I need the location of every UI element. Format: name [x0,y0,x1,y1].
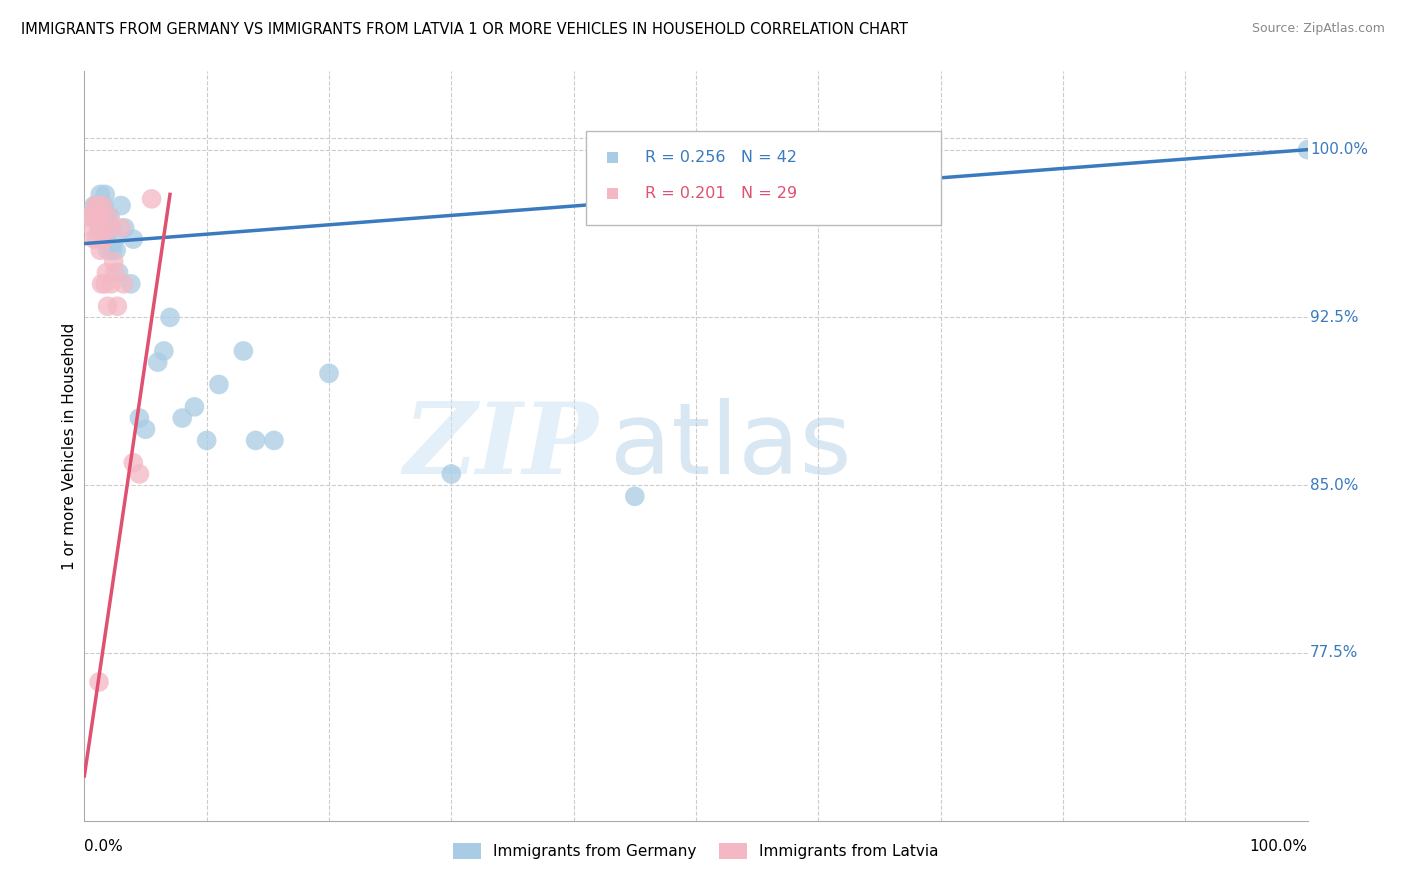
Point [96,232,118,246]
Point [122,456,145,470]
Text: 85.0%: 85.0% [1310,477,1358,492]
Point [91,221,114,235]
Point [86,210,108,224]
Point [172,411,194,425]
Point [86,232,108,246]
Point [82,221,104,235]
Point [94,187,117,202]
Point [110,198,132,212]
Point [83,232,105,246]
FancyBboxPatch shape [586,131,941,225]
Point [83,198,105,212]
Text: 77.5%: 77.5% [1310,646,1358,660]
Point [141,192,163,206]
Point [101,244,124,258]
Point [77,210,100,224]
Point [97,299,120,313]
Y-axis label: 1 or more Vehicles in Household: 1 or more Vehicles in Household [62,322,77,570]
Point [263,434,285,448]
Point [96,210,118,224]
Point [97,210,120,224]
Point [94,277,117,291]
Text: ZIP: ZIP [404,398,598,494]
Point [122,232,145,246]
Point [105,299,128,313]
Point [159,310,181,325]
Point [97,244,120,258]
Text: 0.0%: 0.0% [84,838,124,854]
Point [91,198,114,212]
Point [87,198,110,212]
Point [93,232,115,246]
Text: R = 0.201   N = 29: R = 0.201 N = 29 [644,186,797,201]
Point [87,221,110,235]
Point [91,210,114,224]
Point [128,411,150,425]
Point [318,367,340,381]
Point [624,489,647,503]
Point [107,266,129,280]
Text: atlas: atlas [610,398,852,494]
Point [208,377,231,392]
Point [602,507,624,521]
Point [1296,143,1319,157]
Point [87,221,110,235]
Legend: Immigrants from Germany, Immigrants from Latvia: Immigrants from Germany, Immigrants from… [447,838,945,865]
Point [100,277,122,291]
Point [105,244,128,258]
Point [103,254,125,268]
Point [104,232,127,246]
Text: Source: ZipAtlas.com: Source: ZipAtlas.com [1251,22,1385,36]
Point [89,210,111,224]
Point [79,210,101,224]
Point [91,232,114,246]
Point [84,198,107,212]
Point [114,221,136,235]
Point [89,244,111,258]
Point [602,400,624,414]
Text: 100.0%: 100.0% [1250,838,1308,854]
Point [100,221,122,235]
Text: R = 0.256   N = 42: R = 0.256 N = 42 [644,150,797,165]
Text: 92.5%: 92.5% [1310,310,1358,325]
Point [232,343,254,358]
Point [97,221,120,235]
Point [120,277,142,291]
Point [79,210,101,224]
Point [98,210,121,224]
Text: IMMIGRANTS FROM GERMANY VS IMMIGRANTS FROM LATVIA 1 OR MORE VEHICLES IN HOUSEHOL: IMMIGRANTS FROM GERMANY VS IMMIGRANTS FR… [21,22,908,37]
Point [93,221,115,235]
Point [135,422,157,436]
Point [440,467,463,481]
Point [87,675,110,690]
Point [98,221,121,235]
Point [93,198,115,212]
Point [183,400,205,414]
Point [104,266,127,280]
Point [245,434,267,448]
Point [146,355,169,369]
Point [112,277,135,291]
Point [128,467,150,481]
Point [86,198,108,212]
Point [195,434,218,448]
Point [153,343,176,358]
Point [86,210,108,224]
Text: 100.0%: 100.0% [1310,142,1368,157]
Point [110,221,132,235]
Point [89,187,111,202]
Point [90,277,112,291]
Point [90,198,112,212]
Point [96,266,118,280]
